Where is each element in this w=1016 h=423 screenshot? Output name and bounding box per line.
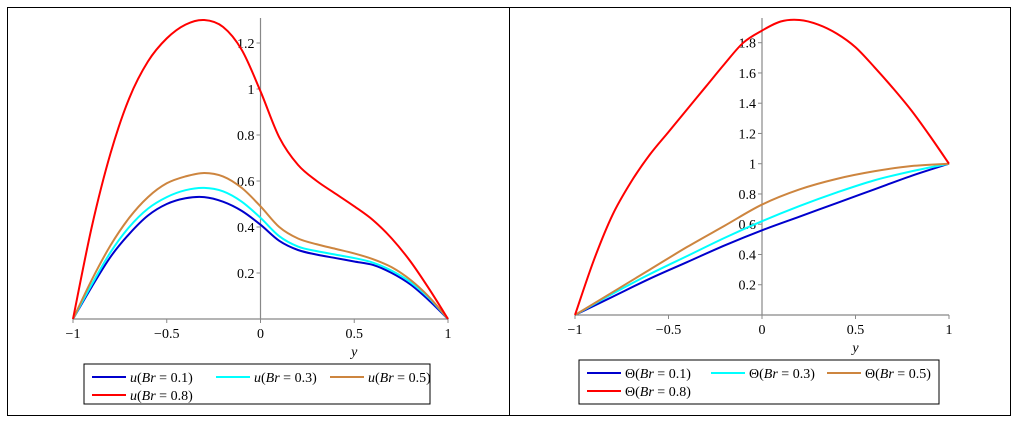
- legend-label: Θ(Br = 0.1): [625, 367, 691, 382]
- y-tick-label: 1.2: [739, 127, 757, 142]
- x-axis-label: y: [349, 345, 358, 360]
- axes: −1 −0.5 0 0.5 10.20.40.60.811.21.41.61.8y: [568, 18, 953, 356]
- legend-label: Θ(Br = 0.3): [749, 367, 815, 382]
- chart-u-velocity: −1 −0.5 0 0.5 10.20.40.60.811.2yu(Br = 0.1) u…: [66, 18, 452, 405]
- legend: u(Br = 0.1) u(Br = 0.3) u(Br = 0.5) u(Br = …: [83, 363, 431, 405]
- x-axis-label: y: [850, 341, 859, 356]
- y-tick-label: 0.2: [739, 279, 757, 294]
- axes: −1 −0.5 0 0.5 1 0.2 0.4 0.6 0.8 1 1.2 y: [66, 18, 452, 360]
- legend-item: u(Br = 0.5): [330, 371, 431, 386]
- legend-label: u(Br = 0.5): [368, 371, 431, 386]
- y-tick-label: 0.6: [237, 175, 255, 190]
- y-tick-label: 0.2: [237, 267, 255, 282]
- series-line: [72, 171, 449, 320]
- legend-label: u(Br = 0.8): [130, 389, 193, 404]
- legend-box: [578, 359, 940, 405]
- chart-panel-right: −1 −0.5 0 0.5 1 0.2 0.4 0.6 0.8 1 1.2 1.4 1.6 1.8 y Θ(B…: [509, 7, 1011, 416]
- x-tick-label: −0.5: [154, 327, 179, 342]
- series-line: [574, 162, 950, 316]
- legend-item: Θ(Br = 0.3): [711, 367, 815, 382]
- y-tick-label: 1.6: [739, 67, 757, 82]
- series-line: [574, 18, 950, 316]
- series-line: [72, 186, 449, 320]
- legend-item: u(Br = 0.3): [216, 371, 317, 386]
- series-line: [72, 195, 449, 320]
- legend-item: Θ(Br = 0.1): [587, 367, 691, 382]
- chart-panel-left: −1 −0.5 0 0.5 1 0.2 0.4 0.6 0.8 1 1.2 y u(Br = 0.1) u…: [7, 7, 510, 416]
- x-tick-label: −1: [568, 323, 583, 338]
- y-tick-label: 1.4: [739, 97, 757, 112]
- legend-item: u(Br = 0.1): [92, 371, 193, 386]
- x-tick-label: 0: [257, 327, 264, 342]
- x-tick-label: 0.5: [346, 327, 364, 342]
- y-tick-label: 0.8: [739, 188, 757, 203]
- y-tick-label: 0.8: [237, 129, 255, 144]
- x-tick-label: −0.5: [656, 323, 681, 338]
- legend-label: u(Br = 0.3): [254, 371, 317, 386]
- x-tick-label: 1: [445, 327, 452, 342]
- series-lines: [574, 18, 950, 316]
- x-tick-label: 0.5: [847, 323, 865, 338]
- x-tick-label: 1: [946, 323, 953, 338]
- x-tick-label: 0: [759, 323, 766, 338]
- legend-item: Θ(Br = 0.5): [827, 367, 931, 382]
- chart-theta-temperature: −1 −0.5 0 0.5 10.20.40.60.811.21.41.61.8yΘ(B…: [568, 18, 953, 405]
- y-tick-label: 0.4: [237, 221, 255, 236]
- x-tick-label: −1: [66, 327, 81, 342]
- legend-label: u(Br = 0.1): [130, 371, 193, 386]
- series-line: [574, 162, 950, 316]
- legend-item: u(Br = 0.8): [92, 389, 193, 404]
- series-lines: [72, 18, 449, 320]
- y-tick-label: 1.8: [739, 37, 757, 52]
- legend-label: Θ(Br = 0.5): [865, 367, 931, 382]
- legend-item: Θ(Br = 0.8): [587, 385, 691, 400]
- legend-label: Θ(Br = 0.8): [625, 385, 691, 400]
- legend-box: [83, 363, 431, 405]
- y-tick-label: 0.4: [739, 248, 757, 263]
- series-line: [574, 162, 950, 316]
- y-tick-label: 1.2: [237, 37, 255, 52]
- y-tick-label: 1: [248, 83, 255, 98]
- series-line: [72, 18, 449, 320]
- y-tick-label: 1: [749, 158, 756, 173]
- legend: Θ(Br = 0.1) Θ(Br = 0.3) Θ(Br = 0.5) Θ(Br = …: [578, 359, 940, 405]
